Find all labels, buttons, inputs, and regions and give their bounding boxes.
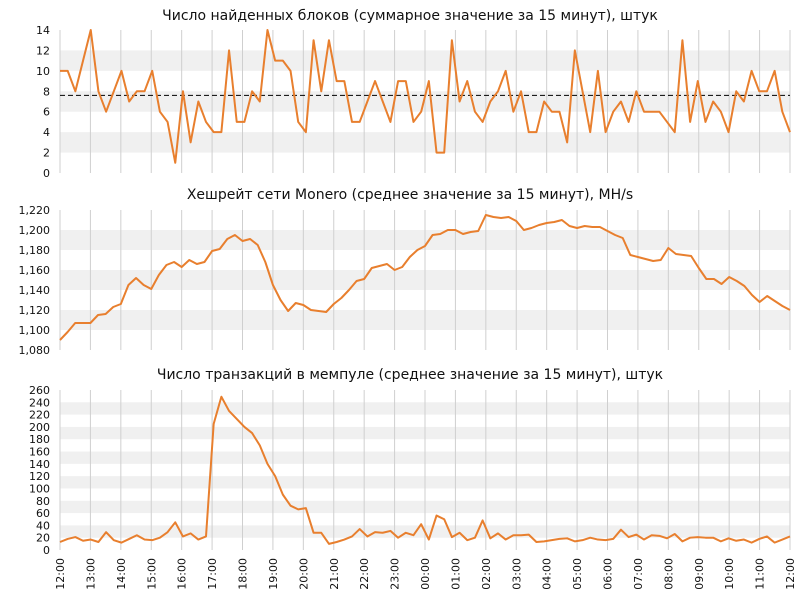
chart-1-ytick-label: 2 [43,147,50,160]
chart-1-ytick-label: 6 [43,106,50,119]
x-tick-label: 04:00 [541,558,554,590]
chart-2-ytick-label: 1,180 [19,244,51,257]
x-tick-label: 02:00 [480,558,493,590]
chart-3-ytick-label: 40 [36,519,50,532]
chart-1-ytick-label: 0 [43,167,50,180]
x-tick-label: 19:00 [267,558,280,590]
chart-2-ytick-label: 1,120 [19,304,51,317]
chart-1-series-line [60,29,791,164]
chart-2-ytick-label: 1,220 [19,204,51,217]
chart-2-ytick-label: 1,160 [19,264,51,277]
chart-3-ytick-label: 240 [29,396,50,409]
x-tick-label: 12:00 [54,558,67,590]
x-tick-label: 07:00 [632,558,645,590]
chart-2-ytick-label: 1,100 [19,324,51,337]
chart-1-ytick-label: 14 [36,24,50,37]
x-tick-label: 21:00 [328,558,341,590]
x-tick-label: 00:00 [419,558,432,590]
x-tick-label: 14:00 [115,558,128,590]
x-tick-label: 20:00 [297,558,310,590]
chart-2-title: Хешрейт сети Monero (среднее значение за… [187,187,633,203]
x-tick-label: 08:00 [662,558,675,590]
x-tick-label: 11:00 [754,558,767,590]
chart-3-ytick-label: 180 [29,433,50,446]
x-tick-label: 06:00 [602,558,615,590]
x-tick-label: 01:00 [449,558,462,590]
x-tick-label: 17:00 [206,558,219,590]
chart-3-ytick-label: 220 [29,409,50,422]
chart-3-series-line [59,395,791,545]
x-tick-label: 16:00 [176,558,189,590]
chart-1-ytick-label: 12 [36,44,50,57]
chart-1-ytick-label: 10 [36,65,50,78]
x-tick-label: 13:00 [84,558,97,590]
chart-3-ytick-label: 100 [29,482,50,495]
chart-3-ytick-label: 20 [36,532,50,545]
x-tick-label: 05:00 [571,558,584,590]
chart-2-ytick-label: 1,140 [19,284,51,297]
chart-3-ytick-label: 60 [36,507,50,520]
chart-3-ytick-label: 260 [29,384,50,397]
chart-2-ytick-label: 1,200 [19,224,51,237]
chart-3-ytick-label: 160 [29,446,50,459]
chart-3-ytick-label: 0 [43,544,50,557]
x-tick-label: 09:00 [693,558,706,590]
x-tick-label: 23:00 [389,558,402,590]
chart-3-title: Число транзакций в мемпуле (среднее знач… [157,367,663,383]
chart-1-ytick-label: 4 [43,126,50,139]
chart-3-ytick-label: 120 [29,470,50,483]
x-tick-label: 10:00 [723,558,736,590]
chart-2-ytick-label: 1,080 [19,344,51,357]
chart-1-title: Число найденных блоков (суммарное значен… [162,8,658,24]
x-tick-label: 22:00 [358,558,371,590]
chart-2-series-line [59,214,791,341]
chart-1-ytick-label: 8 [43,85,50,98]
chart-3-ytick-label: 80 [36,495,50,508]
x-tick-label: 03:00 [510,558,523,590]
chart-3-ytick-label: 200 [29,421,50,434]
x-tick-label: 15:00 [145,558,158,590]
x-tick-label: 18:00 [237,558,250,590]
chart-3-ytick-label: 140 [29,458,50,471]
x-tick-label: 12:00 [784,558,797,590]
